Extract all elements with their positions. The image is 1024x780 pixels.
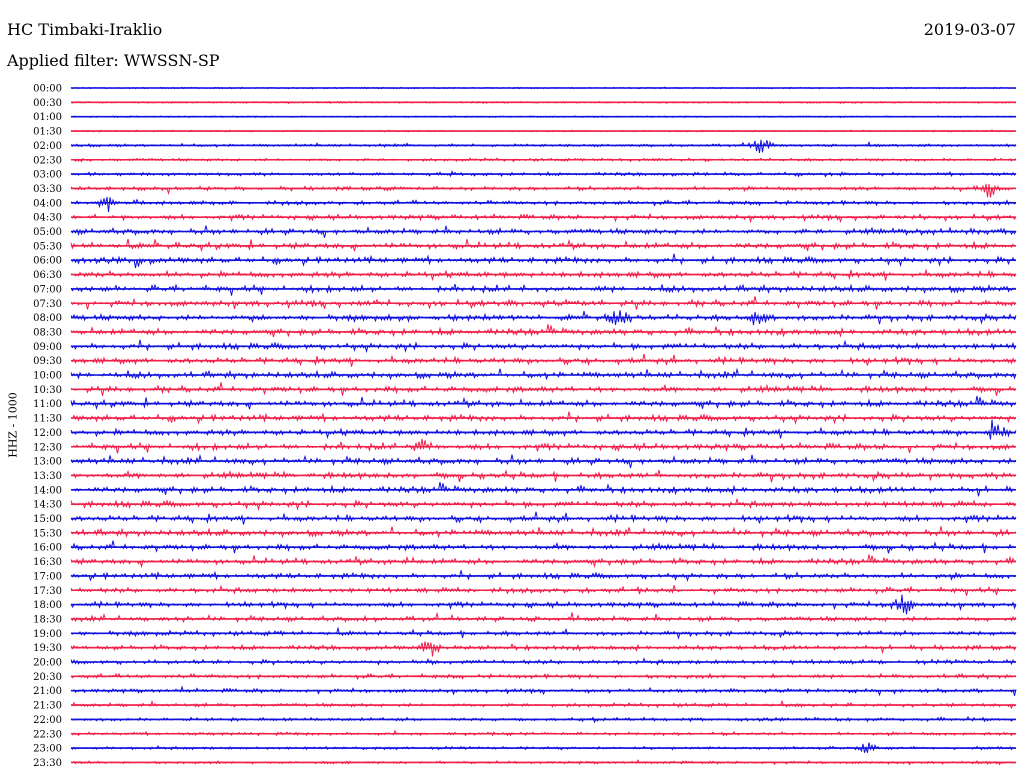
seismogram-trace (70, 584, 1017, 596)
row-time-label: 22:00 (33, 715, 62, 726)
seismogram-trace (70, 324, 1017, 338)
seismogram-trace (70, 611, 1017, 624)
row-time-label: 14:00 (33, 485, 62, 496)
row-time-label: 06:30 (33, 270, 62, 281)
row-time-label: 11:00 (33, 399, 62, 410)
row-time-label: 01:30 (33, 127, 62, 138)
row-time-label: 04:00 (33, 198, 62, 209)
row-time-label: 09:30 (33, 356, 62, 367)
seismogram-trace (70, 554, 1017, 569)
row-time-label: 19:30 (33, 643, 62, 654)
row-time-label: 21:00 (33, 686, 62, 697)
row-time-label: 01:00 (33, 112, 62, 123)
row-time-label: 02:30 (33, 155, 62, 166)
row-time-label: 08:00 (33, 313, 62, 324)
row-time-label: 03:00 (33, 170, 62, 181)
row-time-label: 02:00 (33, 141, 62, 152)
date-label: 2019-03-07 (923, 20, 1016, 39)
row-time-label: 13:00 (33, 457, 62, 468)
row-time-label: 07:00 (33, 284, 62, 295)
seismogram-trace (70, 139, 1017, 153)
row-time-label: 10:30 (33, 385, 62, 396)
row-time-label: 15:00 (33, 514, 62, 525)
seismogram-trace (70, 183, 1017, 198)
row-time-label: 00:30 (33, 98, 62, 109)
seismogram-trace (70, 395, 1017, 411)
row-time-label: 10:00 (33, 371, 62, 382)
row-time-label: 18:30 (33, 614, 62, 625)
seismogram-traces (70, 86, 1017, 766)
row-time-label: 12:00 (33, 428, 62, 439)
row-time-label: 17:30 (33, 586, 62, 597)
seismogram-trace (70, 283, 1017, 296)
row-time-label: 17:00 (33, 571, 62, 582)
row-time-label: 14:30 (33, 500, 62, 511)
row-time-label: 19:00 (33, 629, 62, 640)
row-time-label: 08:30 (33, 327, 62, 338)
row-time-label: 13:30 (33, 471, 62, 482)
row-time-label: 23:30 (33, 758, 62, 769)
seismogram-trace (70, 367, 1017, 381)
row-time-label: 00:00 (33, 84, 62, 95)
row-time-label: 20:00 (33, 658, 62, 669)
row-time-label: 16:00 (33, 543, 62, 554)
seismogram-trace (70, 196, 1017, 213)
seismogram-trace (70, 526, 1017, 539)
seismogram-trace (70, 641, 1017, 657)
time-axis-labels: 00:00 00:30 01:00 01:30 02:00 02:30 03:00 03:30… (33, 84, 62, 769)
row-time-label: 03:30 (33, 184, 62, 195)
row-time-label: 21:30 (33, 701, 62, 712)
row-time-label: 05:30 (33, 241, 62, 252)
row-time-label: 05:00 (33, 227, 62, 238)
row-time-label: 23:00 (33, 744, 62, 755)
station-title: HC Timbaki-Iraklio (7, 20, 163, 39)
filter-label: Applied filter: WWSSN-SP (7, 51, 220, 70)
row-time-label: 06:00 (33, 256, 62, 267)
row-time-label: 04:30 (33, 213, 62, 224)
row-time-label: 18:00 (33, 600, 62, 611)
row-time-label: 20:30 (33, 672, 62, 683)
row-time-label: 12:30 (33, 442, 62, 453)
seismogram-trace (70, 419, 1017, 440)
row-time-label: 22:30 (33, 729, 62, 740)
row-time-label: 07:30 (33, 299, 62, 310)
row-time-label: 09:00 (33, 342, 62, 353)
row-time-label: 15:30 (33, 528, 62, 539)
seismogram-trace (70, 742, 1017, 753)
row-time-label: 16:30 (33, 557, 62, 568)
row-time-label: 11:30 (33, 414, 62, 425)
